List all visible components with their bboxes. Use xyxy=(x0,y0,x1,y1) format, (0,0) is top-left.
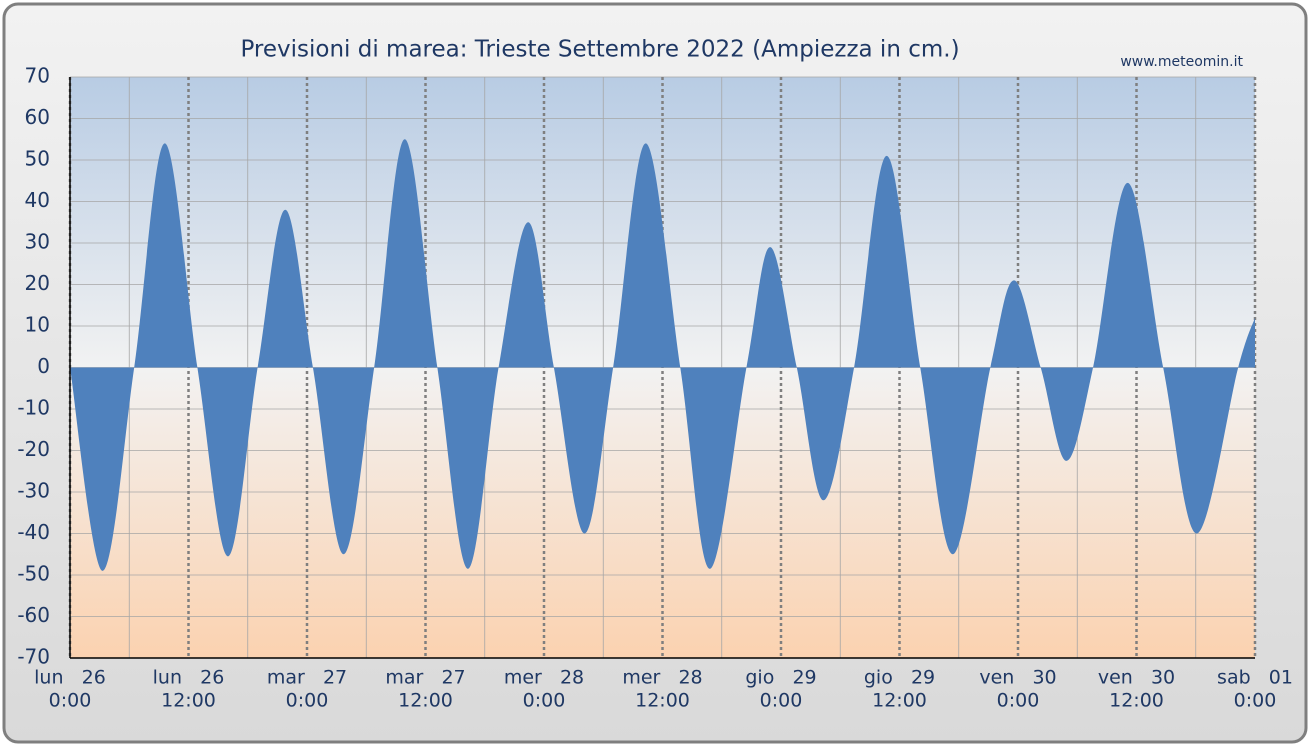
y-tick-label: -30 xyxy=(17,479,50,503)
x-tick-label: mar 27 xyxy=(385,667,465,689)
y-tick-label: 10 xyxy=(25,313,50,337)
x-tick-label: lun 26 xyxy=(153,667,225,689)
y-tick-label: -50 xyxy=(17,562,50,586)
y-tick-label: 40 xyxy=(25,188,50,212)
x-tick-label: 0:00 xyxy=(523,690,566,712)
x-tick-label: sab 01 xyxy=(1217,667,1293,689)
tide-area xyxy=(70,139,1255,571)
x-tick-label: mar 27 xyxy=(267,667,347,689)
x-tick-label: 12:00 xyxy=(635,690,690,712)
x-tick-label: gio 29 xyxy=(864,667,935,689)
x-tick-label: 0:00 xyxy=(997,690,1040,712)
x-tick-label: 0:00 xyxy=(49,690,92,712)
x-tick-label: ven 30 xyxy=(979,667,1056,689)
y-tick-label: 70 xyxy=(25,64,50,88)
y-tick-label: -40 xyxy=(17,520,50,544)
y-tick-label: -70 xyxy=(17,645,50,669)
x-tick-label: 12:00 xyxy=(872,690,927,712)
y-tick-label: 50 xyxy=(25,147,50,171)
y-tick-label: -20 xyxy=(17,437,50,461)
y-tick-label: 20 xyxy=(25,271,50,295)
x-tick-label: mer 28 xyxy=(622,667,702,689)
x-tick-label: 0:00 xyxy=(286,690,329,712)
y-tick-label: 60 xyxy=(25,105,50,129)
x-tick-label: ven 30 xyxy=(1098,667,1175,689)
y-tick-label: 0 xyxy=(37,354,50,378)
x-tick-label: mer 28 xyxy=(504,667,584,689)
chart-title: Previsioni di marea: Trieste Settembre 2… xyxy=(240,37,959,63)
x-tick-label: 12:00 xyxy=(1109,690,1164,712)
y-tick-label: 30 xyxy=(25,230,50,254)
y-tick-label: -60 xyxy=(17,603,50,627)
x-tick-label: 0:00 xyxy=(760,690,803,712)
x-tick-label: 12:00 xyxy=(161,690,216,712)
x-tick-label: lun 26 xyxy=(34,667,106,689)
y-tick-label: -10 xyxy=(17,396,50,420)
x-tick-label: gio 29 xyxy=(745,667,816,689)
source: www.meteomin.it xyxy=(1120,54,1243,70)
x-tick-label: 12:00 xyxy=(398,690,453,712)
x-tick-label: 0:00 xyxy=(1234,690,1277,712)
